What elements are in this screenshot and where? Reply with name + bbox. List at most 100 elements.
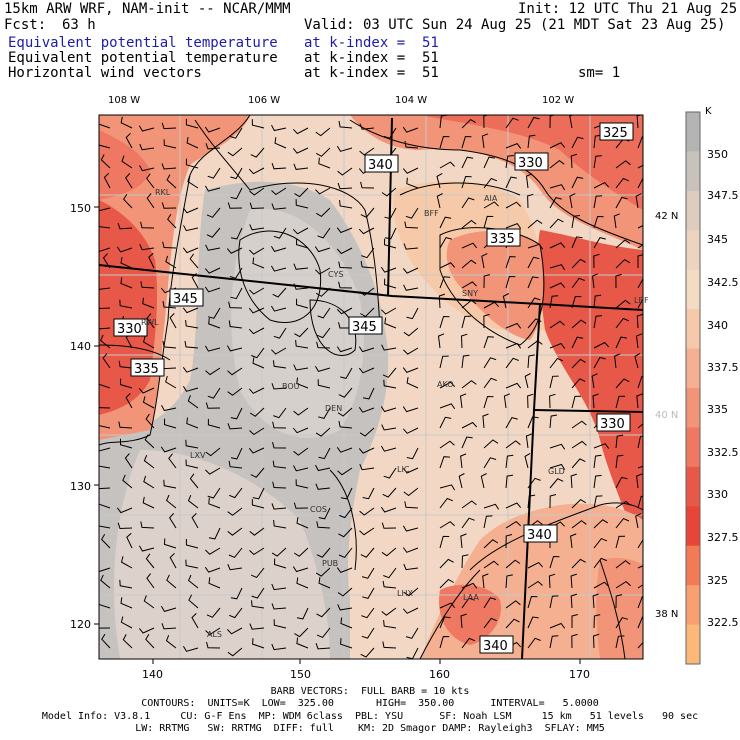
wind-barb: [315, 567, 331, 577]
wind-barb: [436, 193, 443, 209]
wind-barb: [249, 623, 265, 630]
wind-barb: [527, 561, 544, 569]
station-label: AIA: [484, 194, 498, 203]
wind-barb: [293, 263, 309, 270]
wind-barb: [122, 474, 133, 489]
wind-barb: [358, 367, 375, 374]
contour-label: 330: [113, 318, 148, 337]
wind-barb: [120, 616, 133, 629]
wind-barb: [461, 242, 478, 249]
wind-barb: [186, 417, 199, 429]
wind-barb: [99, 525, 111, 529]
wind-barb: [461, 554, 469, 569]
wind-barb: [436, 172, 443, 189]
wind-barb: [336, 227, 353, 234]
wind-barb: [527, 340, 543, 349]
wind-barb: [126, 532, 133, 549]
wind-barb: [549, 375, 559, 389]
wind-barb: [636, 393, 643, 409]
wind-barb: [125, 173, 133, 189]
wind-barb: [593, 454, 602, 469]
wind-barb: [439, 535, 450, 549]
wind-barb: [120, 277, 133, 289]
wind-barb: [165, 635, 177, 649]
wind-barb: [142, 496, 155, 509]
wind-barb: [402, 406, 419, 413]
field-level-1: at k-index = 51: [304, 35, 439, 51]
wind-barb: [270, 246, 287, 252]
wind-barb: [293, 465, 309, 472]
wind-barb: [293, 283, 309, 290]
station-label: CYS: [328, 270, 343, 279]
colorbar-tick: 345: [707, 233, 728, 246]
wind-barb: [208, 317, 221, 329]
wind-barb: [205, 367, 221, 376]
station-label: RWL: [141, 318, 159, 327]
wind-barb: [336, 145, 353, 152]
wind-barb: [162, 241, 177, 249]
wind-barb: [569, 115, 574, 129]
wind-barb: [527, 477, 541, 489]
wind-barb: [570, 593, 578, 609]
wind-barb: [292, 566, 309, 573]
wind-barb: [460, 333, 468, 349]
wind-barb: [383, 238, 397, 249]
wind-barb: [143, 475, 155, 489]
station-label: DEN: [325, 404, 342, 413]
wind-barb: [99, 425, 111, 429]
contour-info: CONTOURS: UNITS=K LOW= 325.00 HIGH= 350.…: [141, 698, 599, 709]
svg-text:340: 340: [368, 158, 393, 173]
wind-barb: [296, 377, 309, 389]
wind-barb: [460, 613, 467, 629]
x-tick-label: 160: [429, 668, 450, 681]
wind-barb: [205, 402, 221, 409]
wind-barb: [505, 534, 513, 549]
colorbar-swatch: [686, 506, 700, 547]
forecast-label: Fcst:: [4, 17, 47, 33]
wind-barb: [527, 243, 544, 250]
colorbar-swatch: [686, 388, 700, 428]
wind-barb: [402, 547, 419, 553]
lat-label: 40 N: [655, 410, 678, 421]
wind-barb: [505, 574, 513, 589]
wind-barb: [483, 357, 497, 369]
wind-barb: [593, 474, 602, 489]
wind-barb: [274, 137, 287, 149]
wind-barb: [571, 633, 578, 649]
wind-barb: [294, 627, 309, 638]
wind-barb: [271, 187, 287, 196]
wind-barb: [505, 155, 514, 169]
wind-barb: [635, 193, 642, 209]
wind-barb: [614, 353, 621, 369]
wind-barb: [99, 144, 111, 149]
wind-barb: [318, 507, 331, 520]
wind-barb: [593, 356, 606, 369]
wind-barb: [271, 347, 287, 355]
wind-barb: [185, 539, 199, 549]
wind-barb: [99, 567, 111, 573]
wind-barb: [123, 193, 133, 209]
contour-label: 325: [599, 122, 634, 141]
wind-barb: [138, 545, 155, 552]
wind-barb: [100, 574, 111, 589]
wind-barb: [439, 616, 451, 629]
wind-barb: [205, 143, 221, 150]
wind-barb: [314, 366, 331, 372]
wind-barb: [383, 278, 397, 289]
wind-barb: [403, 347, 419, 355]
wind-barb: [384, 317, 397, 329]
wind-barb: [461, 118, 476, 129]
wind-barb: [461, 315, 471, 329]
wind-barb: [593, 341, 610, 349]
wind-barb: [143, 336, 155, 349]
wind-barb: [439, 456, 450, 469]
wind-barb: [593, 537, 608, 549]
wind-barb: [437, 333, 445, 349]
model-title: 15km ARW WRF, NAM-init -- NCAR/MMM: [4, 1, 291, 17]
wind-barb: [527, 494, 536, 509]
contour-label: 345: [348, 316, 383, 335]
wind-barb: [524, 373, 531, 389]
wind-barb: [145, 633, 155, 649]
wind-barb: [191, 613, 199, 629]
wind-barb: [461, 500, 477, 509]
